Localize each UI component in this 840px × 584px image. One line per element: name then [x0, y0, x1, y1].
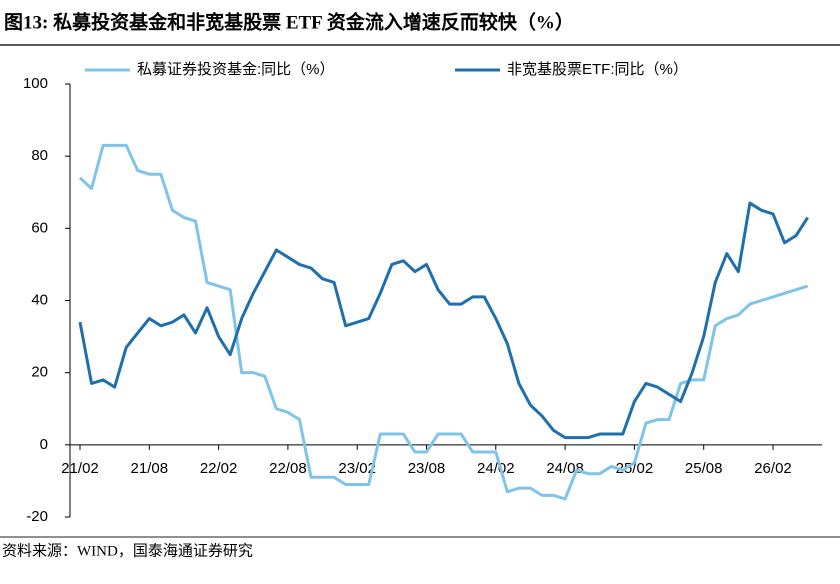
- x-tick-label: 23/08: [408, 460, 446, 477]
- y-tick-label: 0: [40, 436, 48, 453]
- x-tick-label: 23/02: [338, 460, 376, 477]
- source: 资料来源：WIND，国泰海通证券研究: [2, 542, 253, 559]
- y-tick-label: 100: [23, 75, 48, 92]
- series-line: [78, 143, 809, 501]
- x-tick-label: 24/08: [546, 460, 584, 477]
- y-tick-label: -20: [26, 508, 48, 525]
- x-tick-label: 25/02: [616, 460, 654, 477]
- x-tick-label: 26/02: [754, 460, 792, 477]
- y-tick-label: 80: [31, 147, 48, 164]
- legend-label: 私募证券投资基金:同比（%）: [137, 61, 335, 78]
- x-tick-label: 22/08: [269, 460, 307, 477]
- y-tick-label: 40: [31, 291, 48, 308]
- y-tick-label: 20: [31, 364, 48, 381]
- x-tick-label: 21/02: [61, 460, 99, 477]
- legend-label: 非宽基股票ETF:同比（%）: [507, 61, 688, 78]
- y-tick-label: 60: [31, 219, 48, 236]
- chart-title: 图13: 私募投资基金和非宽基股票 ETF 资金流入增速反而较快（%）: [4, 10, 574, 33]
- x-tick-label: 21/08: [131, 460, 169, 477]
- x-tick-label: 24/02: [477, 460, 515, 477]
- x-tick-label: 22/02: [200, 460, 238, 477]
- series-line: [78, 201, 809, 440]
- x-tick-label: 25/08: [685, 460, 723, 477]
